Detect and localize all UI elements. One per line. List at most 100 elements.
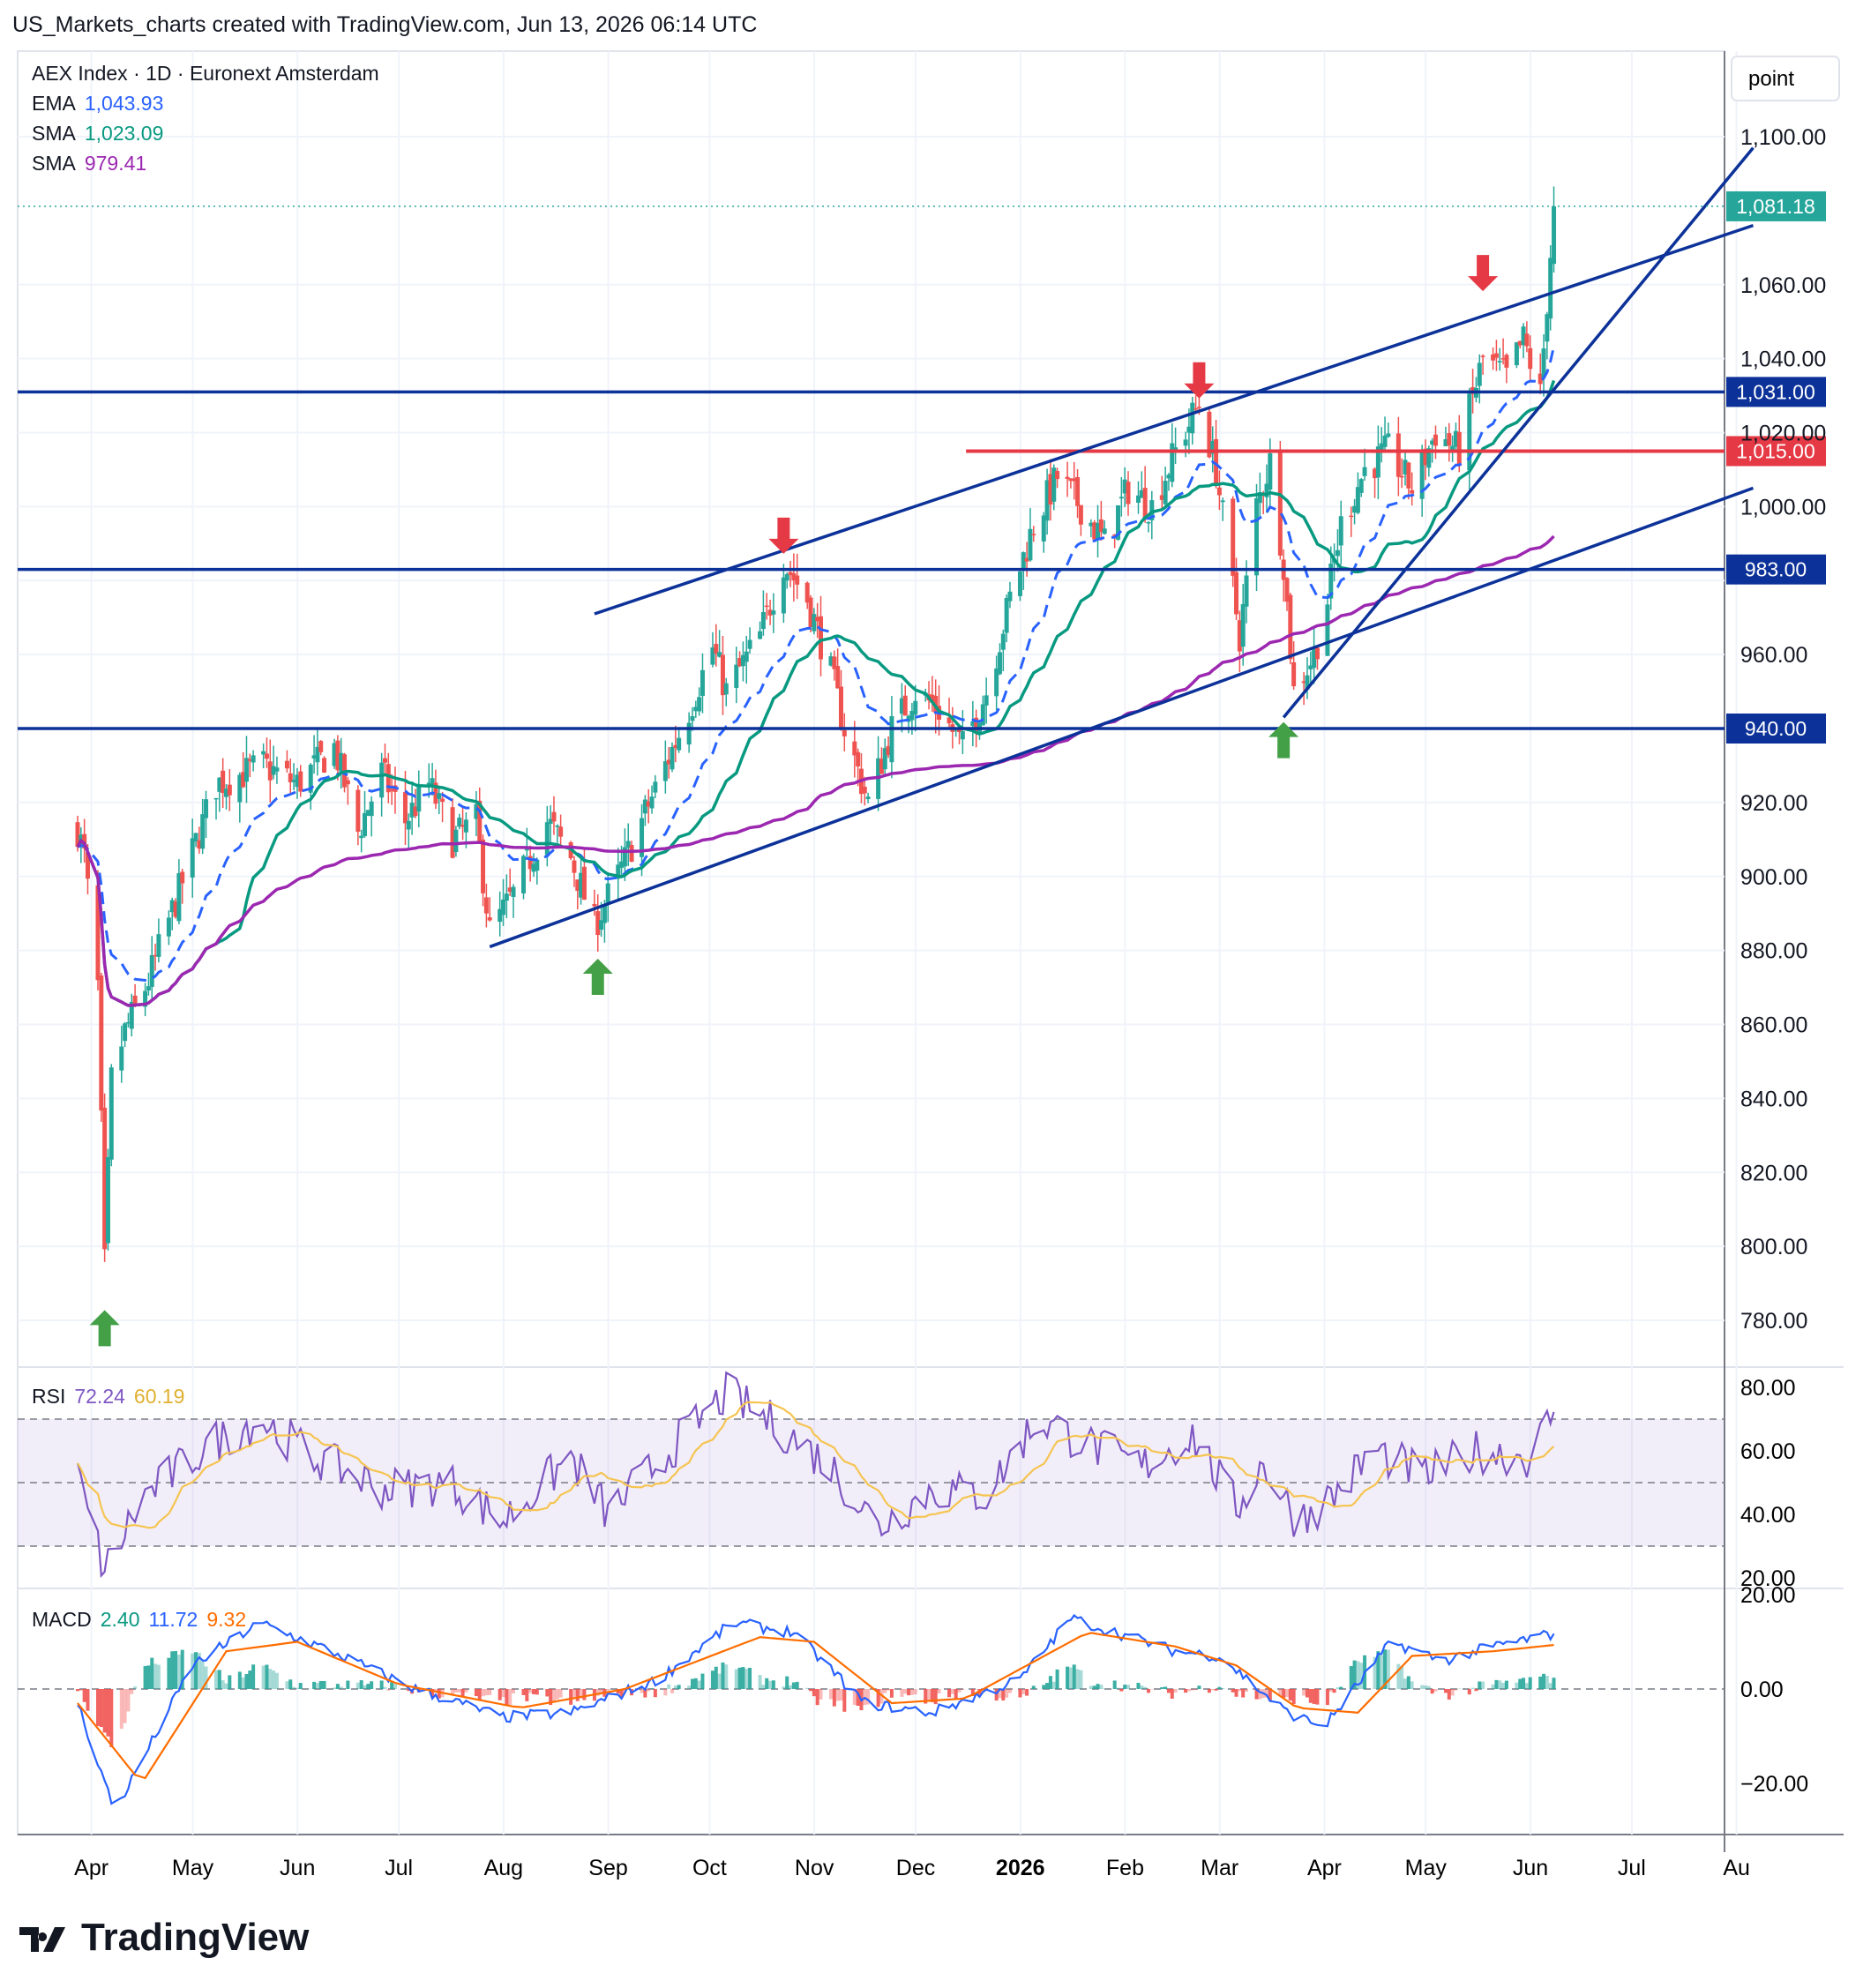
candle-body [430, 778, 435, 787]
macd-hist-bar [204, 1666, 208, 1689]
macd-hist-bar [379, 1680, 384, 1689]
scale-mode-button[interactable] [1731, 56, 1840, 101]
macd-hist-bar [876, 1689, 880, 1708]
macd-hist-bar [295, 1687, 299, 1689]
candle-body [156, 934, 161, 957]
candle-body [795, 575, 800, 585]
macd-hist-bar [866, 1689, 871, 1705]
candle-body [842, 730, 847, 736]
time-tick-label: Jul [385, 1856, 413, 1880]
price-tick-label: 900.00 [1740, 865, 1807, 890]
price-tick-label: 1,000.00 [1740, 495, 1826, 519]
macd-hist-bar [251, 1664, 256, 1689]
candle-body [804, 582, 810, 603]
candle-body [909, 711, 915, 721]
macd-hist-bar [856, 1689, 860, 1706]
ema-line [77, 346, 1555, 983]
candle-body [856, 751, 861, 766]
candle-body [960, 731, 965, 740]
rsi-tick-label: 20.00 [1740, 1566, 1796, 1591]
macd-hist-bar [224, 1683, 228, 1689]
candle-body [531, 863, 536, 872]
macd-hist-bar [1051, 1681, 1056, 1689]
candle-body [700, 669, 705, 697]
macd-hist-bar [771, 1680, 775, 1689]
macd-hist-bar [998, 1689, 1002, 1699]
macd-hist-bar [1356, 1661, 1360, 1689]
macd-hist-bar [1312, 1689, 1316, 1704]
macd-hist-bar [599, 1689, 603, 1695]
candle-body [913, 700, 918, 715]
candle-body [1355, 487, 1360, 513]
candle-body [1395, 433, 1401, 477]
macd-hist-bar [335, 1684, 340, 1689]
macd-hist-bar [812, 1689, 816, 1697]
macd-hist-bar [1315, 1689, 1320, 1705]
candle-body [1541, 348, 1546, 378]
macd-hist-bar [292, 1686, 296, 1689]
sma-long-line [76, 534, 1555, 1007]
candle-body [1352, 505, 1358, 513]
brand-text: TradingView [81, 1916, 310, 1959]
macd-hist-bar [197, 1652, 201, 1689]
candle-body [453, 829, 459, 853]
candle-body [984, 695, 989, 706]
macd-hist-bar [1349, 1666, 1353, 1689]
macd-hist-bar [176, 1655, 181, 1689]
down-arrow-marker [1468, 255, 1499, 292]
candle-body [865, 796, 871, 800]
macd-hist-bar [390, 1682, 394, 1689]
macd-hist-bar [950, 1689, 954, 1694]
candle-body [902, 695, 908, 716]
candle-body [298, 771, 303, 792]
candle-body [102, 1107, 108, 1250]
candle-body [1116, 504, 1121, 540]
level-price-label: 940.00 [1745, 717, 1807, 740]
macd-hist-bar [123, 1689, 127, 1723]
candle-body [819, 616, 824, 660]
macd-hist-bar [1166, 1689, 1171, 1693]
price-tick-label: 860.00 [1740, 1013, 1807, 1038]
macd-hist-bar [758, 1675, 762, 1689]
candle-body [251, 755, 256, 763]
candle-body [1112, 534, 1118, 536]
candle-body [1386, 433, 1391, 437]
macd-hist-bar [937, 1689, 941, 1693]
down-arrow-marker [1184, 362, 1215, 399]
candle-body [197, 840, 202, 849]
candle-body [1142, 488, 1148, 519]
macd-hist-bar [595, 1689, 600, 1696]
macd-hist-bar [119, 1689, 123, 1730]
candle-body [166, 917, 171, 937]
macd-hist-bar [1079, 1670, 1083, 1689]
candle-body [315, 746, 320, 763]
macd-hist-bar [288, 1679, 293, 1689]
macd-hist-bar [1498, 1680, 1502, 1689]
macd-hist-bar [1072, 1664, 1076, 1689]
macd-hist-bar [194, 1652, 198, 1689]
macd-hist-bar [721, 1662, 725, 1689]
macd-hist-bar [79, 1689, 83, 1692]
candle-body [146, 986, 151, 990]
macd-hist-bar [828, 1689, 833, 1700]
candle-body [190, 838, 195, 878]
candle-body [1122, 479, 1127, 494]
macd-hist-bar [109, 1689, 114, 1747]
macd-hist-bar [924, 1689, 928, 1704]
chart-header: US_Markets_charts created with TradingVi… [12, 12, 758, 37]
symbol-label: AEX Index · 1D · Euronext Amsterdam [32, 62, 379, 85]
macd-hist-bar [501, 1689, 505, 1698]
candle-body [402, 792, 408, 824]
candle-body [413, 806, 418, 817]
candle-body [592, 903, 597, 907]
candle-body [690, 715, 695, 721]
macd-hist-bar [903, 1689, 908, 1694]
price-tick-label: 800.00 [1740, 1235, 1807, 1259]
candle-body [241, 772, 246, 788]
macd-hist-bar [285, 1681, 289, 1689]
macd-hist-bar [1501, 1682, 1506, 1689]
macd-hist-bar [994, 1689, 999, 1701]
macd-hist-bar [153, 1663, 158, 1689]
macd-hist-bar [521, 1689, 526, 1695]
